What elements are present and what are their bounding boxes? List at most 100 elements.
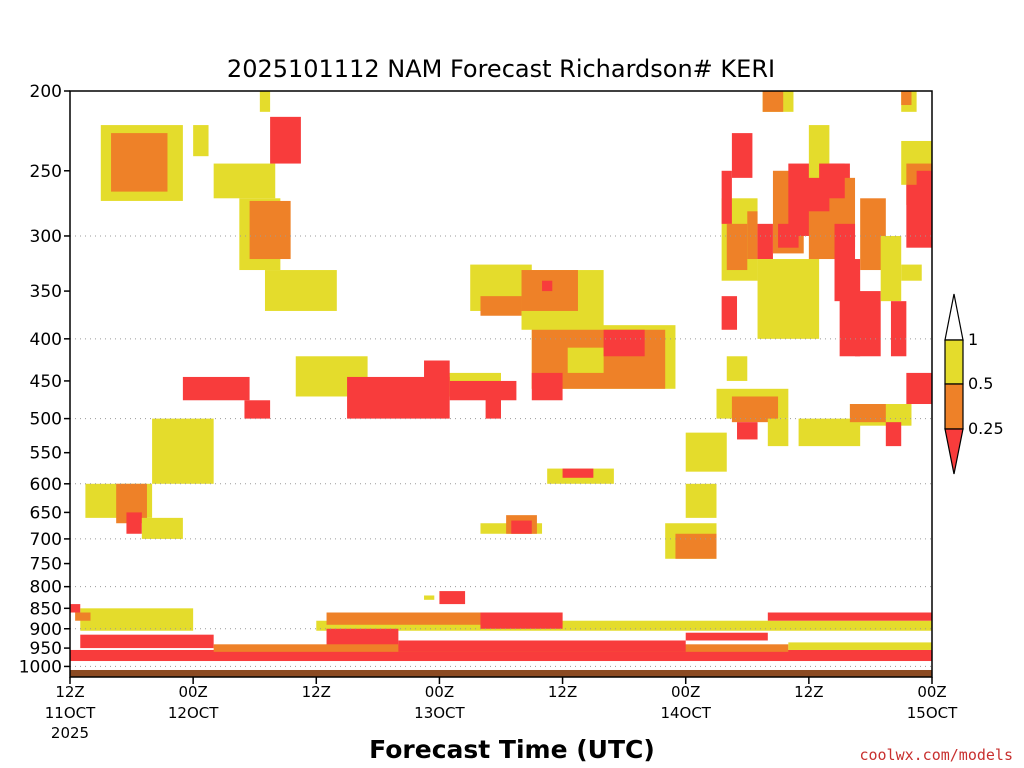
heatmap-cell bbox=[480, 612, 563, 629]
heatmap-cell bbox=[721, 296, 738, 330]
x-tick-label: 2025 bbox=[51, 724, 89, 742]
ground-layer bbox=[70, 669, 932, 677]
heatmap-cell bbox=[213, 163, 276, 199]
heatmap-cell bbox=[244, 400, 271, 419]
heatmap-cell bbox=[70, 604, 81, 613]
heatmap-cell bbox=[757, 223, 773, 260]
y-tick-label: 400 bbox=[30, 330, 62, 350]
x-tick-label: 13OCT bbox=[414, 704, 465, 722]
heatmap-cell bbox=[126, 512, 142, 534]
heatmap-cell bbox=[424, 360, 450, 381]
y-tick-label: 600 bbox=[30, 475, 62, 495]
chart-title: 2025101112 NAM Forecast Richardson# KERI bbox=[227, 55, 775, 83]
heatmap-cell bbox=[726, 223, 748, 271]
y-tick-label: 700 bbox=[30, 530, 62, 550]
heatmap-cell bbox=[111, 133, 168, 192]
heatmap-cell bbox=[70, 649, 932, 662]
heatmap-cell bbox=[737, 422, 758, 440]
x-tick-label: 12Z bbox=[548, 683, 577, 701]
heatmap-cell bbox=[788, 642, 932, 650]
heatmap-cell bbox=[531, 372, 563, 401]
heatmap-cell bbox=[193, 125, 209, 157]
heatmap-cell bbox=[880, 235, 902, 302]
x-tick-label: 12OCT bbox=[168, 704, 219, 722]
y-tick-label: 750 bbox=[30, 555, 62, 575]
ground-fill bbox=[70, 669, 932, 677]
heatmap-cell bbox=[562, 468, 594, 478]
y-tick-label: 1000 bbox=[19, 657, 62, 677]
heatmap-cell bbox=[855, 291, 881, 357]
y-tick-label: 500 bbox=[30, 410, 62, 430]
y-tick-label: 350 bbox=[30, 282, 62, 302]
heatmap-cell bbox=[731, 396, 779, 423]
y-tick-label: 250 bbox=[30, 162, 62, 182]
heatmap-cell bbox=[757, 259, 820, 339]
heatmap-cell bbox=[347, 376, 450, 419]
heatmap-cell bbox=[249, 200, 291, 260]
y-tick-label: 650 bbox=[30, 503, 62, 523]
y-tick-label: 550 bbox=[30, 444, 62, 464]
heatmap-cell bbox=[75, 612, 91, 621]
heatmap-cell bbox=[731, 133, 753, 178]
heatmap-cell bbox=[485, 396, 501, 419]
heatmap-cell bbox=[511, 520, 532, 534]
heatmap-cell bbox=[182, 376, 250, 401]
y-tick-label: 850 bbox=[30, 599, 62, 619]
y-axis: 200 250 300 350 400 450 500 550 600 650 700 750 8008… bbox=[19, 82, 70, 677]
heatmap-cell bbox=[762, 91, 784, 112]
heatmap-cell bbox=[901, 264, 922, 281]
heatmap-cell bbox=[449, 380, 517, 401]
heatmap-cell bbox=[901, 91, 912, 106]
heatmap-cell bbox=[819, 163, 845, 199]
heatmap-cell bbox=[916, 170, 932, 199]
heatmap-cell bbox=[685, 483, 717, 518]
heatmap-cell bbox=[439, 591, 466, 605]
credit-text: coolwx.com/models bbox=[859, 746, 1013, 764]
x-tick-label: 14OCT bbox=[660, 704, 711, 722]
x-tick-label: 12Z bbox=[794, 683, 823, 701]
heatmap-cell bbox=[685, 632, 768, 641]
colorbar-label: 0.5 bbox=[968, 374, 993, 393]
heatmap-cell bbox=[152, 418, 214, 484]
heatmap-cell bbox=[798, 418, 861, 447]
heatmap-cell bbox=[480, 296, 522, 316]
plot-frame bbox=[69, 90, 933, 678]
heatmap-cell bbox=[767, 612, 932, 621]
heatmap-cell bbox=[885, 422, 902, 447]
x-tick-label: 11OCT bbox=[45, 704, 96, 722]
y-tick-label: 200 bbox=[30, 82, 62, 102]
heatmap-cell bbox=[767, 418, 789, 447]
x-tick-label: 00Z bbox=[671, 683, 700, 701]
heatmap-cell bbox=[721, 170, 732, 224]
x-tick-label: 15OCT bbox=[907, 704, 958, 722]
heatmap-cell bbox=[141, 517, 183, 539]
heatmap-cell bbox=[685, 432, 727, 472]
colorbar-label: 0.25 bbox=[968, 419, 1004, 438]
heatmap-cell bbox=[80, 634, 214, 649]
x-tick-label: 00Z bbox=[425, 683, 454, 701]
heatmap-cell bbox=[726, 356, 748, 381]
heatmap-cell bbox=[890, 301, 907, 357]
heatmap-cell bbox=[567, 347, 604, 373]
heatmap-cell bbox=[849, 404, 886, 423]
heatmap-cell bbox=[542, 280, 553, 292]
heatmap-cell bbox=[906, 372, 932, 405]
heatmap-cell bbox=[675, 533, 717, 559]
x-tick-label: 12Z bbox=[302, 683, 331, 701]
heatmap-cell bbox=[316, 620, 932, 631]
heatmap-cell bbox=[264, 270, 337, 311]
colorbar-segment bbox=[944, 428, 964, 475]
colorbar-segment bbox=[944, 339, 964, 385]
y-tick-label: 450 bbox=[30, 372, 62, 392]
heatmap-cell bbox=[270, 116, 301, 164]
y-tick-label: 800 bbox=[30, 578, 62, 598]
x-tick-label: 12Z bbox=[55, 683, 84, 701]
heatmap-cells bbox=[70, 91, 932, 662]
colorbar-label: 1 bbox=[968, 330, 978, 349]
y-tick-label: 900 bbox=[30, 620, 62, 640]
heatmap-cell bbox=[747, 211, 758, 260]
y-tick-label: 950 bbox=[30, 639, 62, 659]
heatmap-cell bbox=[80, 608, 194, 631]
y-tick-label: 300 bbox=[30, 227, 62, 247]
